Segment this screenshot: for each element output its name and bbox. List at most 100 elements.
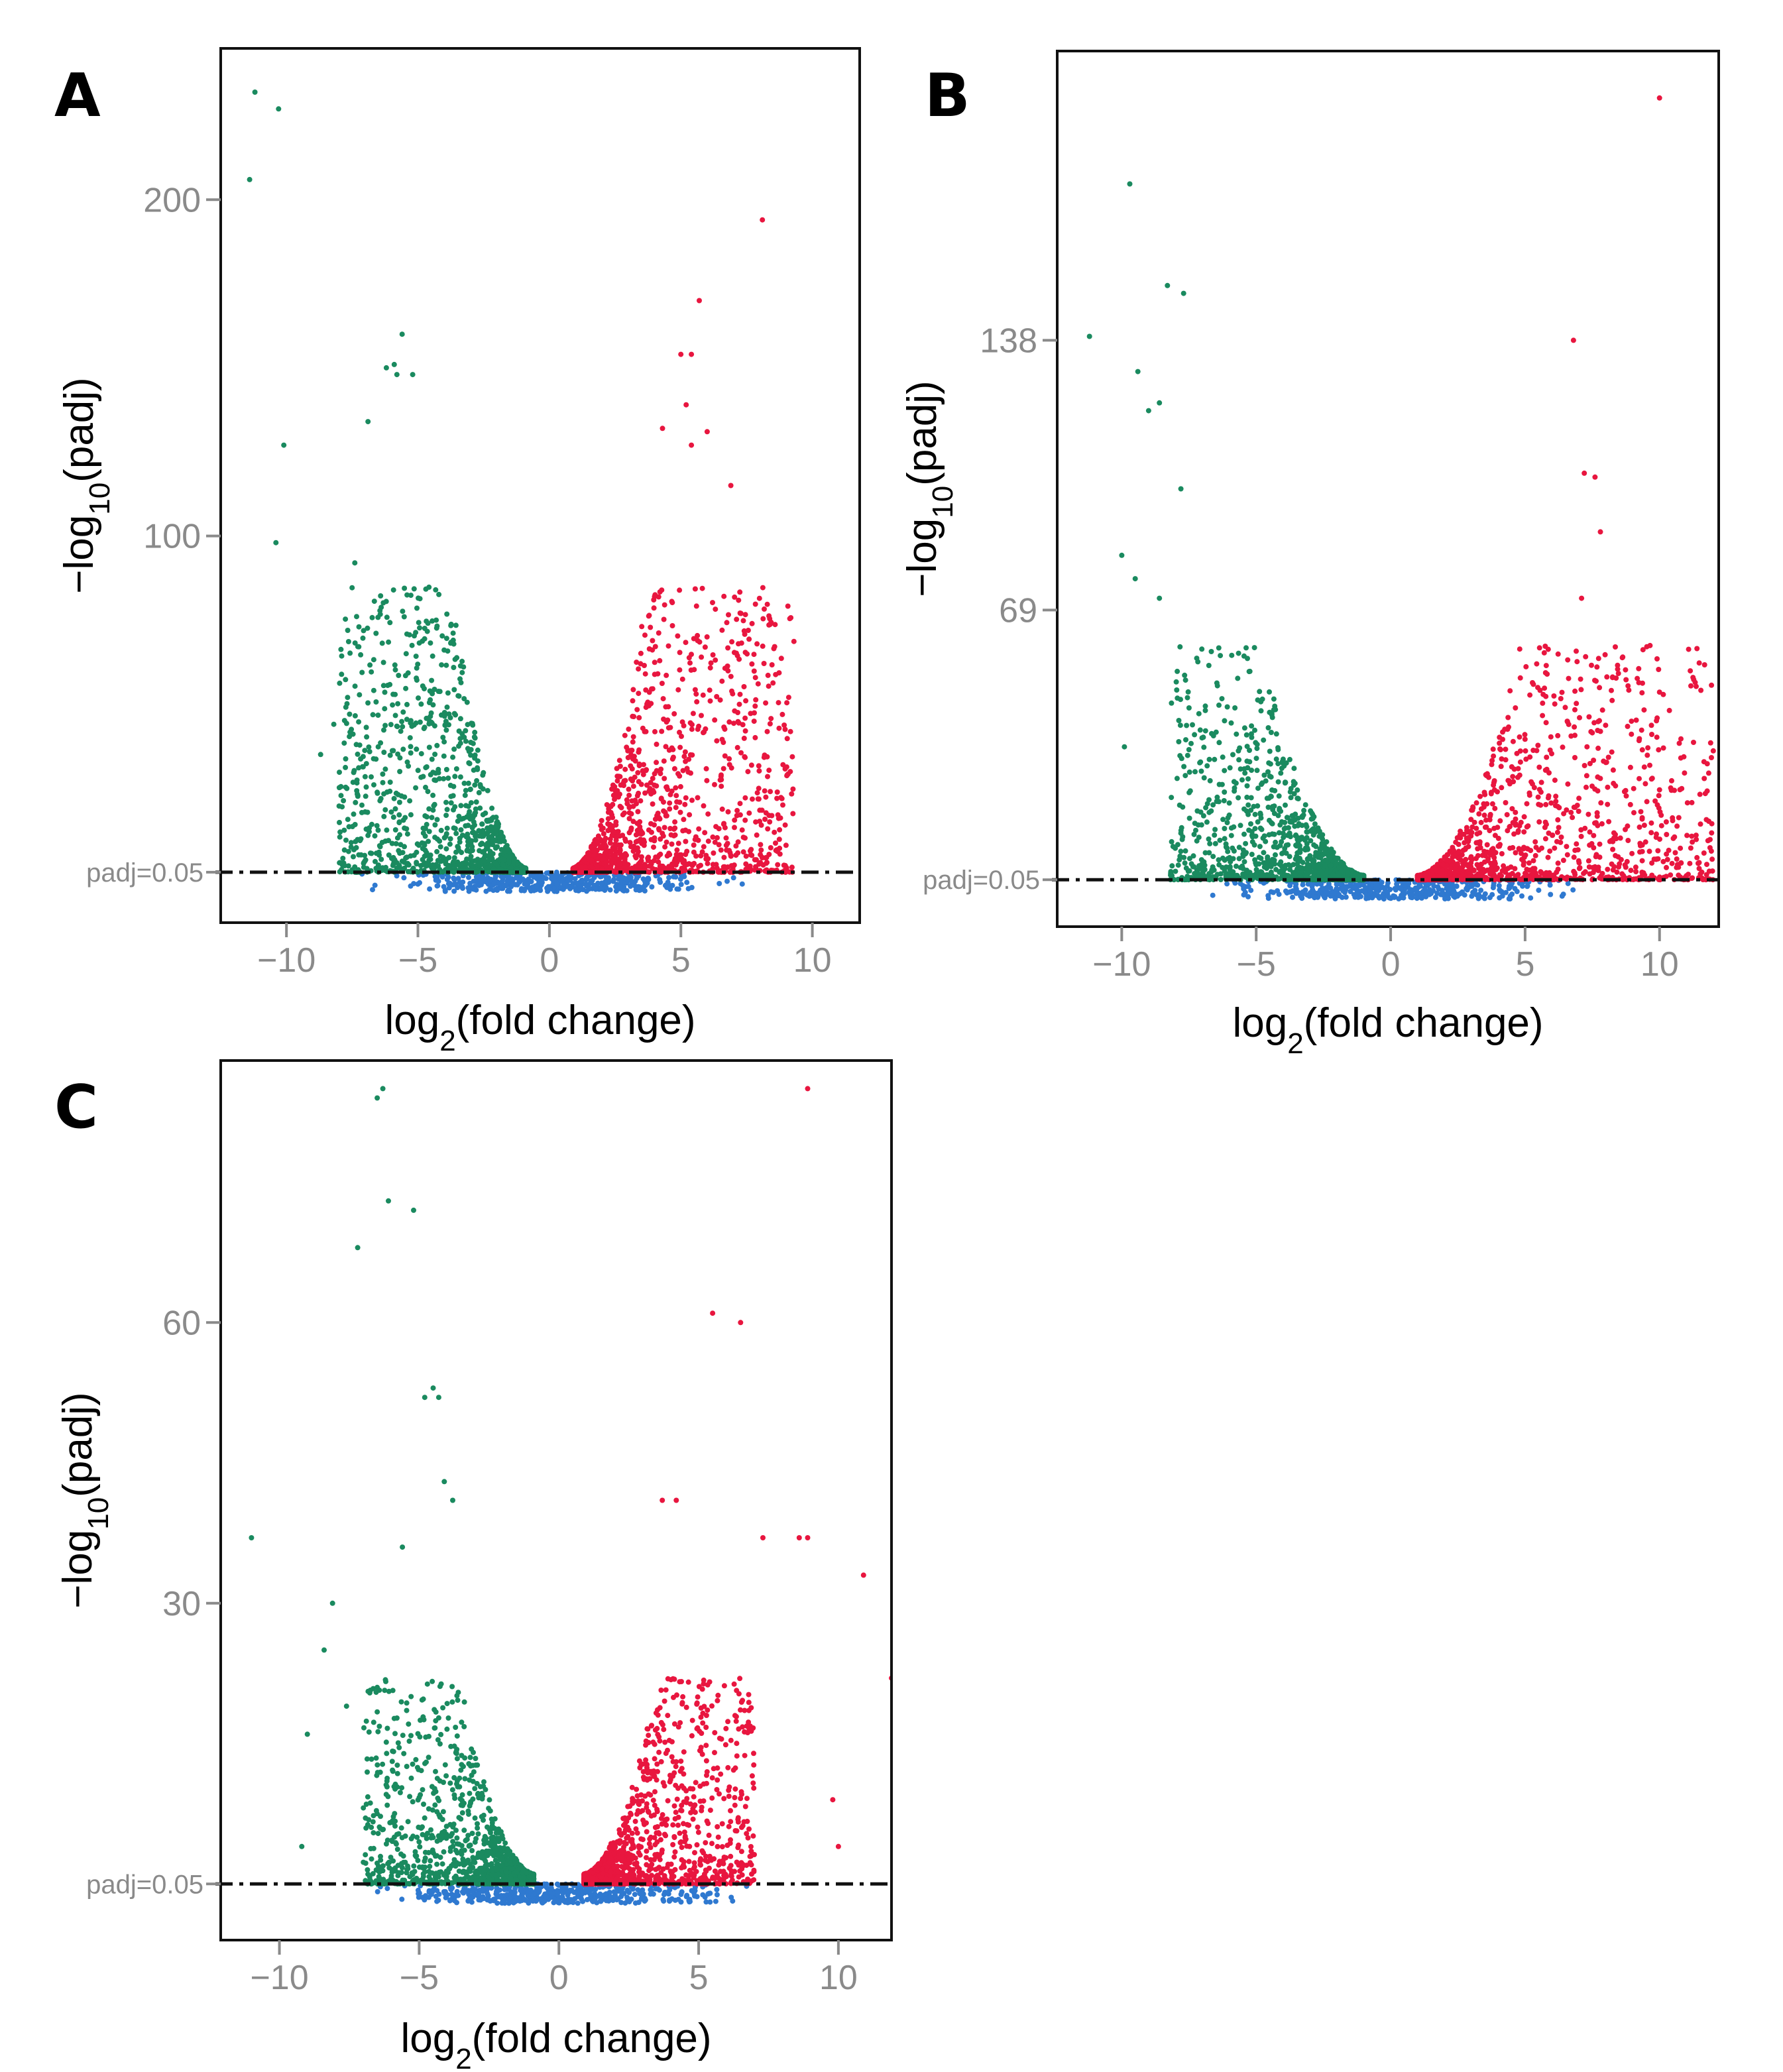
- point-down-regulated: [447, 715, 453, 720]
- threshold-label: padj=0.05: [86, 858, 203, 888]
- x-tick-label: −5: [398, 941, 437, 980]
- point-down-regulated: [479, 833, 485, 839]
- point-not-significant: [1440, 892, 1446, 897]
- point-up-regulated: [746, 636, 752, 642]
- point-up-regulated: [687, 660, 693, 666]
- point-down-regulated: [1246, 669, 1252, 675]
- point-down-regulated: [387, 779, 393, 785]
- point-up-regulated: [760, 643, 766, 649]
- point-down-regulated: [1308, 838, 1314, 844]
- point-down-regulated: [373, 699, 379, 705]
- point-up-regulated: [775, 862, 781, 868]
- point-up-regulated: [650, 647, 656, 653]
- point-not-significant: [442, 888, 448, 894]
- point-down-regulated: [443, 767, 449, 772]
- point-down-regulated: [465, 803, 471, 809]
- point-down-regulated: [1216, 781, 1222, 787]
- point-down-regulated: [348, 840, 354, 846]
- point-down-regulated: [402, 794, 408, 800]
- point-not-significant: [637, 884, 642, 890]
- point-up-regulated: [719, 627, 725, 633]
- point-down-regulated: [434, 848, 440, 854]
- point-down-regulated: [378, 593, 384, 599]
- point-down-regulated: [371, 657, 376, 663]
- point-up-regulated: [658, 766, 664, 772]
- point-down-regulated: [1295, 859, 1301, 865]
- point-up-regulated: [703, 856, 709, 862]
- point-up-regulated: [766, 613, 772, 619]
- point-down-regulated: [451, 746, 457, 752]
- point-not-significant: [1300, 882, 1306, 888]
- point-up-regulated: [589, 864, 595, 870]
- point-down-regulated: [416, 620, 422, 626]
- point-up-regulated: [627, 840, 633, 846]
- data-points: [247, 89, 797, 894]
- point-up-regulated: [756, 785, 762, 791]
- point-up-regulated: [713, 824, 719, 830]
- point-down-regulated: [339, 804, 345, 810]
- point-down-regulated: [1273, 839, 1279, 845]
- point-up-regulated: [667, 724, 673, 730]
- point-up-regulated: [725, 864, 731, 870]
- point-not-significant: [628, 878, 634, 884]
- point-up-regulated: [777, 845, 783, 851]
- panel-label-a: A: [54, 61, 101, 131]
- point-up-regulated: [769, 662, 775, 667]
- point-up-regulated: [766, 683, 772, 689]
- point-up-regulated: [766, 813, 772, 819]
- point-not-significant: [505, 874, 511, 880]
- point-down-regulated: [1173, 868, 1179, 874]
- point-down-regulated: [456, 728, 462, 734]
- point-down-regulated: [356, 719, 362, 725]
- point-not-significant: [444, 876, 450, 882]
- point-down-regulated: [1236, 795, 1241, 801]
- point-down-regulated: [489, 817, 494, 823]
- point-up-regulated: [637, 860, 643, 866]
- point-down-regulated: [430, 691, 435, 697]
- point-down-regulated: [341, 847, 347, 853]
- point-up-regulated: [742, 795, 748, 801]
- point-up-regulated: [751, 652, 757, 658]
- point-down-regulated: [458, 827, 464, 833]
- point-down-regulated: [347, 729, 353, 735]
- point-down-regulated: [438, 827, 444, 833]
- point-not-significant: [1324, 885, 1330, 890]
- point-up-regulated: [693, 603, 699, 609]
- point-down-regulated: [341, 827, 347, 833]
- point-down-regulated: [1276, 793, 1282, 799]
- point-down-regulated: [247, 176, 253, 182]
- point-up-regulated: [783, 842, 789, 848]
- point-down-regulated: [375, 713, 381, 718]
- point-down-regulated: [504, 847, 510, 852]
- point-down-regulated: [410, 866, 416, 871]
- point-not-significant: [1503, 890, 1509, 895]
- point-down-regulated: [498, 846, 504, 852]
- point-up-regulated: [662, 844, 668, 850]
- point-down-regulated: [451, 858, 457, 864]
- point-down-regulated: [1245, 811, 1251, 817]
- point-up-regulated: [784, 700, 790, 706]
- point-up-regulated: [632, 758, 638, 764]
- point-down-regulated: [1242, 770, 1248, 776]
- point-up-regulated: [722, 825, 728, 831]
- point-up-regulated: [783, 764, 789, 770]
- point-up-regulated: [736, 701, 742, 707]
- point-up-regulated: [637, 824, 643, 830]
- point-down-regulated: [343, 837, 349, 843]
- point-not-significant: [1379, 893, 1384, 899]
- point-down-regulated: [474, 777, 480, 783]
- point-not-significant: [607, 887, 613, 893]
- point-down-regulated: [392, 662, 398, 668]
- point-up-regulated: [642, 671, 648, 677]
- point-down-regulated: [357, 692, 363, 698]
- point-down-regulated: [467, 787, 473, 793]
- point-up-regulated: [738, 640, 744, 646]
- point-down-regulated: [391, 361, 397, 367]
- point-down-regulated: [482, 858, 488, 864]
- point-down-regulated: [477, 848, 483, 854]
- point-up-regulated: [702, 644, 708, 650]
- point-down-regulated: [417, 596, 423, 602]
- point-down-regulated: [1174, 776, 1180, 781]
- point-not-significant: [394, 873, 400, 879]
- point-up-regulated: [642, 728, 648, 734]
